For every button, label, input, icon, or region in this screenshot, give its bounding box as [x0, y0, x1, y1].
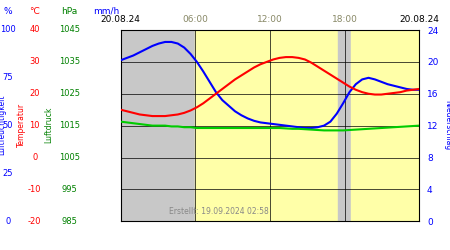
Text: 40: 40 [29, 26, 40, 35]
Text: 0: 0 [32, 153, 37, 162]
Text: 25: 25 [3, 169, 14, 178]
Text: 75: 75 [3, 73, 14, 82]
Text: Temperatur: Temperatur [17, 103, 26, 147]
Text: 100: 100 [0, 26, 16, 35]
Text: 30: 30 [29, 57, 40, 66]
Text: 1005: 1005 [59, 153, 80, 162]
Bar [351, 30, 419, 221]
Text: -10: -10 [28, 185, 41, 194]
Bar [338, 30, 351, 221]
Text: 1045: 1045 [59, 26, 80, 35]
Text: 995: 995 [62, 185, 77, 194]
Text: 1025: 1025 [59, 89, 80, 98]
Text: -20: -20 [28, 217, 41, 226]
Text: 0: 0 [5, 217, 11, 226]
Text: 20: 20 [29, 89, 40, 98]
Text: °C: °C [29, 7, 40, 16]
Text: 50: 50 [3, 121, 14, 130]
Text: 1015: 1015 [59, 121, 80, 130]
Bar [195, 30, 338, 221]
Text: 10: 10 [29, 121, 40, 130]
Text: Niederschlag: Niederschlag [444, 100, 450, 150]
Text: hPa: hPa [62, 7, 78, 16]
Text: mm/h: mm/h [93, 7, 119, 16]
Text: 1035: 1035 [59, 57, 80, 66]
Text: 985: 985 [62, 217, 78, 226]
Bar [121, 30, 195, 221]
Text: Luftdruck: Luftdruck [44, 107, 53, 143]
Text: %: % [4, 7, 13, 16]
Text: Luftfeuchtigkeit: Luftfeuchtigkeit [0, 95, 6, 155]
Text: Erstellt: 19.09.2024 02:58: Erstellt: 19.09.2024 02:58 [169, 206, 269, 216]
